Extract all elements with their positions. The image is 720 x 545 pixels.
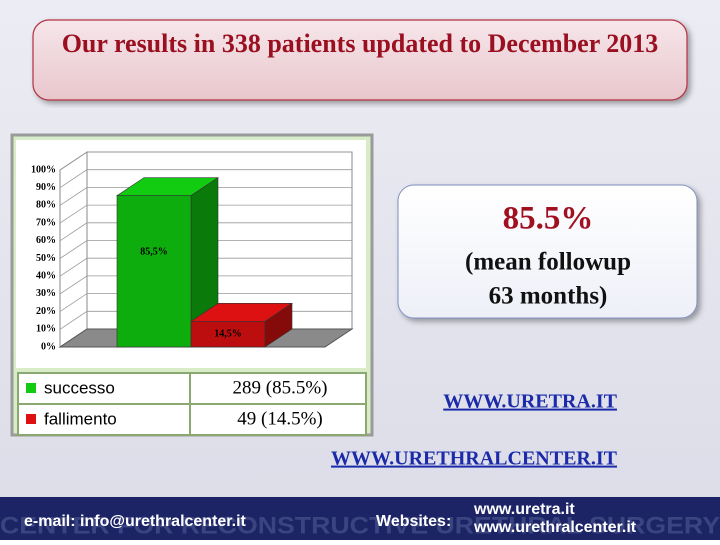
title-wrap: Our results in 338 patients updated to D… [61, 29, 659, 58]
title: Our results in 338 patients updated to D… [61, 29, 659, 58]
title-box [32, 19, 688, 101]
footer-label: Websites: [376, 513, 451, 530]
table-value: 289 (85.5%) [233, 377, 328, 398]
grid-line [59, 293, 352, 312]
bar [190, 321, 266, 348]
table-row [17, 403, 367, 436]
y-tick-label: 20% [36, 306, 56, 317]
footer-bg-text: CENTER FOR RECONSTRUCTIVE URETHRAL SURGE… [0, 512, 720, 539]
callout-text: (mean followup [465, 249, 631, 276]
footer-band [0, 497, 720, 540]
footer-email[interactable]: e-mail: info@urethralcenter.it [24, 513, 247, 530]
table-category: fallimento [44, 409, 117, 428]
y-tick-label: 10% [36, 324, 56, 335]
grid-line [59, 186, 352, 206]
callout-text: 63 months) [489, 283, 608, 310]
link[interactable]: WWW.URETHRALCENTER.IT [331, 448, 618, 470]
grid-line [59, 275, 352, 295]
table-value: 49 (14.5%) [237, 408, 322, 429]
legend-swatch [26, 383, 36, 393]
y-tick-label: 70% [36, 217, 56, 228]
callout-value: 85.5% [503, 201, 594, 237]
grid-line [59, 222, 352, 242]
grid-line [59, 257, 352, 277]
footer-website[interactable]: www.uretra.it [473, 501, 575, 518]
y-tick-label: 30% [36, 288, 56, 299]
y-tick-label: 0% [41, 341, 56, 352]
grid-line [59, 151, 352, 171]
footer-website[interactable]: www.urethralcenter.it [473, 519, 637, 536]
chart: 0% 10% 20% 30% 40% 50% 60% 70% 80% 90% 100% 85,5% 14… [10, 133, 374, 437]
table-category: successo [44, 378, 115, 397]
grid-line [59, 204, 352, 224]
y-tick-label: 40% [36, 270, 56, 281]
y-tick-label: 80% [36, 200, 56, 211]
legend-swatch [26, 414, 36, 424]
bar [116, 195, 192, 348]
y-tick-label: 100% [31, 164, 56, 175]
value-label: 14,5% [214, 328, 242, 339]
y-tick-label: 60% [36, 235, 56, 246]
y-tick-label: 50% [36, 253, 56, 264]
grid-line [59, 240, 352, 259]
callout-box [397, 184, 698, 319]
link[interactable]: WWW.URETRA.IT [443, 391, 617, 413]
y-tick-label: 90% [36, 182, 56, 193]
value-label: 85,5% [140, 246, 168, 257]
grid-line [59, 169, 352, 189]
